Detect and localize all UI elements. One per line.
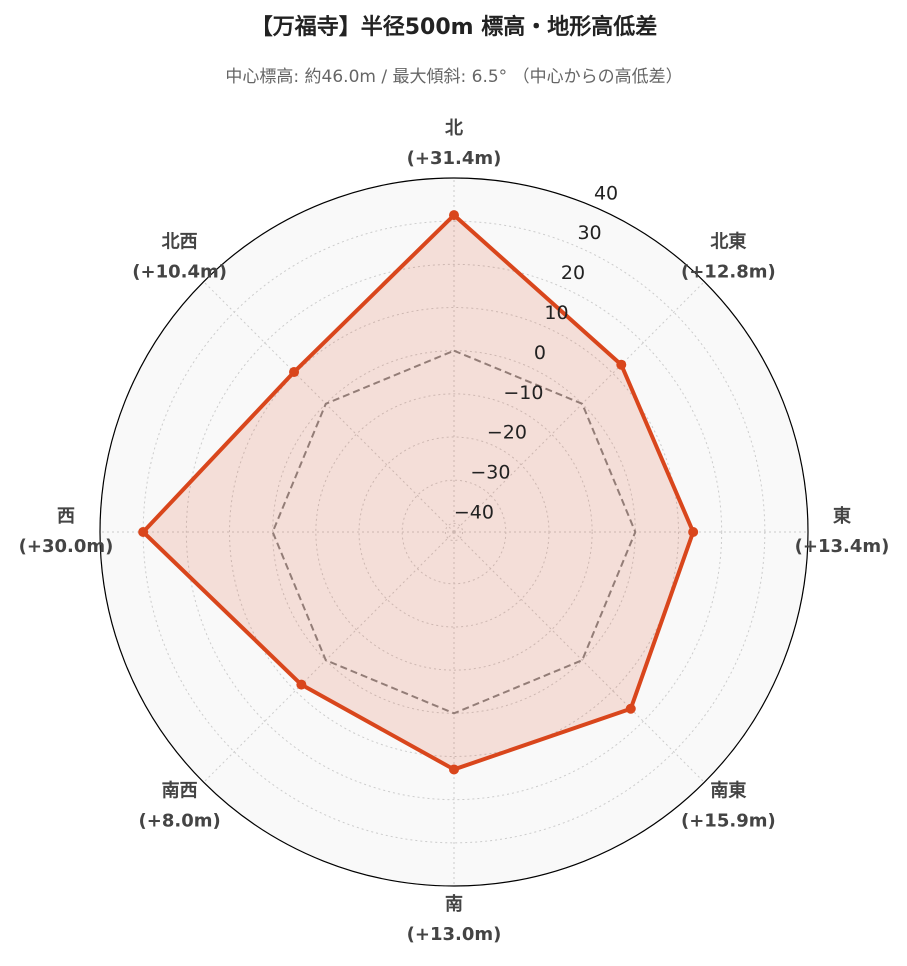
value-label: (+30.0m) <box>19 536 114 557</box>
data-point <box>449 210 459 221</box>
spoke <box>203 281 455 533</box>
r-tick-label: 20 <box>561 262 585 284</box>
chart-title: 【万福寺】半径500m 標高・地形高低差 <box>251 14 658 40</box>
value-label: (+8.0m) <box>139 810 221 831</box>
data-point <box>449 764 459 775</box>
category-label: 南 <box>445 893 463 915</box>
data-point <box>296 679 307 690</box>
spoke <box>203 531 455 783</box>
category-label: 南西 <box>162 779 198 801</box>
category-label: 北 <box>445 118 463 139</box>
value-label: (+13.4m) <box>795 536 890 557</box>
grid-circle <box>444 522 464 542</box>
value-label: (+31.4m) <box>407 148 502 169</box>
value-label: (+15.9m) <box>681 810 776 831</box>
r-tick-label: 0 <box>534 342 546 364</box>
category-label: 北西 <box>162 232 198 253</box>
category-label: 西 <box>57 506 75 527</box>
value-label: (+12.8m) <box>681 262 776 283</box>
r-tick-label: −10 <box>503 382 543 404</box>
grid-circle <box>315 393 593 671</box>
grid-circle <box>229 307 679 757</box>
category-label: 北東 <box>710 231 746 253</box>
chart-subtitle: 中心標高: 約46.0m / 最大傾斜: 6.5° （中心からの高低差） <box>225 67 682 87</box>
value-label: (+13.0m) <box>407 924 502 945</box>
r-tick-label: 30 <box>577 222 601 244</box>
data-point <box>289 367 300 378</box>
data-point <box>625 703 636 714</box>
reference-line <box>271 349 637 715</box>
grid-circle <box>401 479 507 585</box>
grid-circle <box>185 263 723 801</box>
r-tick-label: −30 <box>470 462 510 484</box>
r-tick-label: −20 <box>487 422 527 444</box>
outer-circle <box>99 177 809 887</box>
value-label: (+10.4m) <box>132 262 227 283</box>
spoke <box>453 281 705 533</box>
data-point <box>688 527 699 537</box>
r-tick-label: 40 <box>594 182 618 204</box>
data-point <box>616 359 627 370</box>
category-label: 東 <box>833 505 851 527</box>
grid-circle <box>358 436 550 628</box>
r-tick-label: −40 <box>454 501 494 523</box>
r-tick-label: 10 <box>544 302 568 324</box>
spoke <box>453 531 705 783</box>
data-point <box>138 527 149 537</box>
category-label: 南東 <box>710 779 746 801</box>
